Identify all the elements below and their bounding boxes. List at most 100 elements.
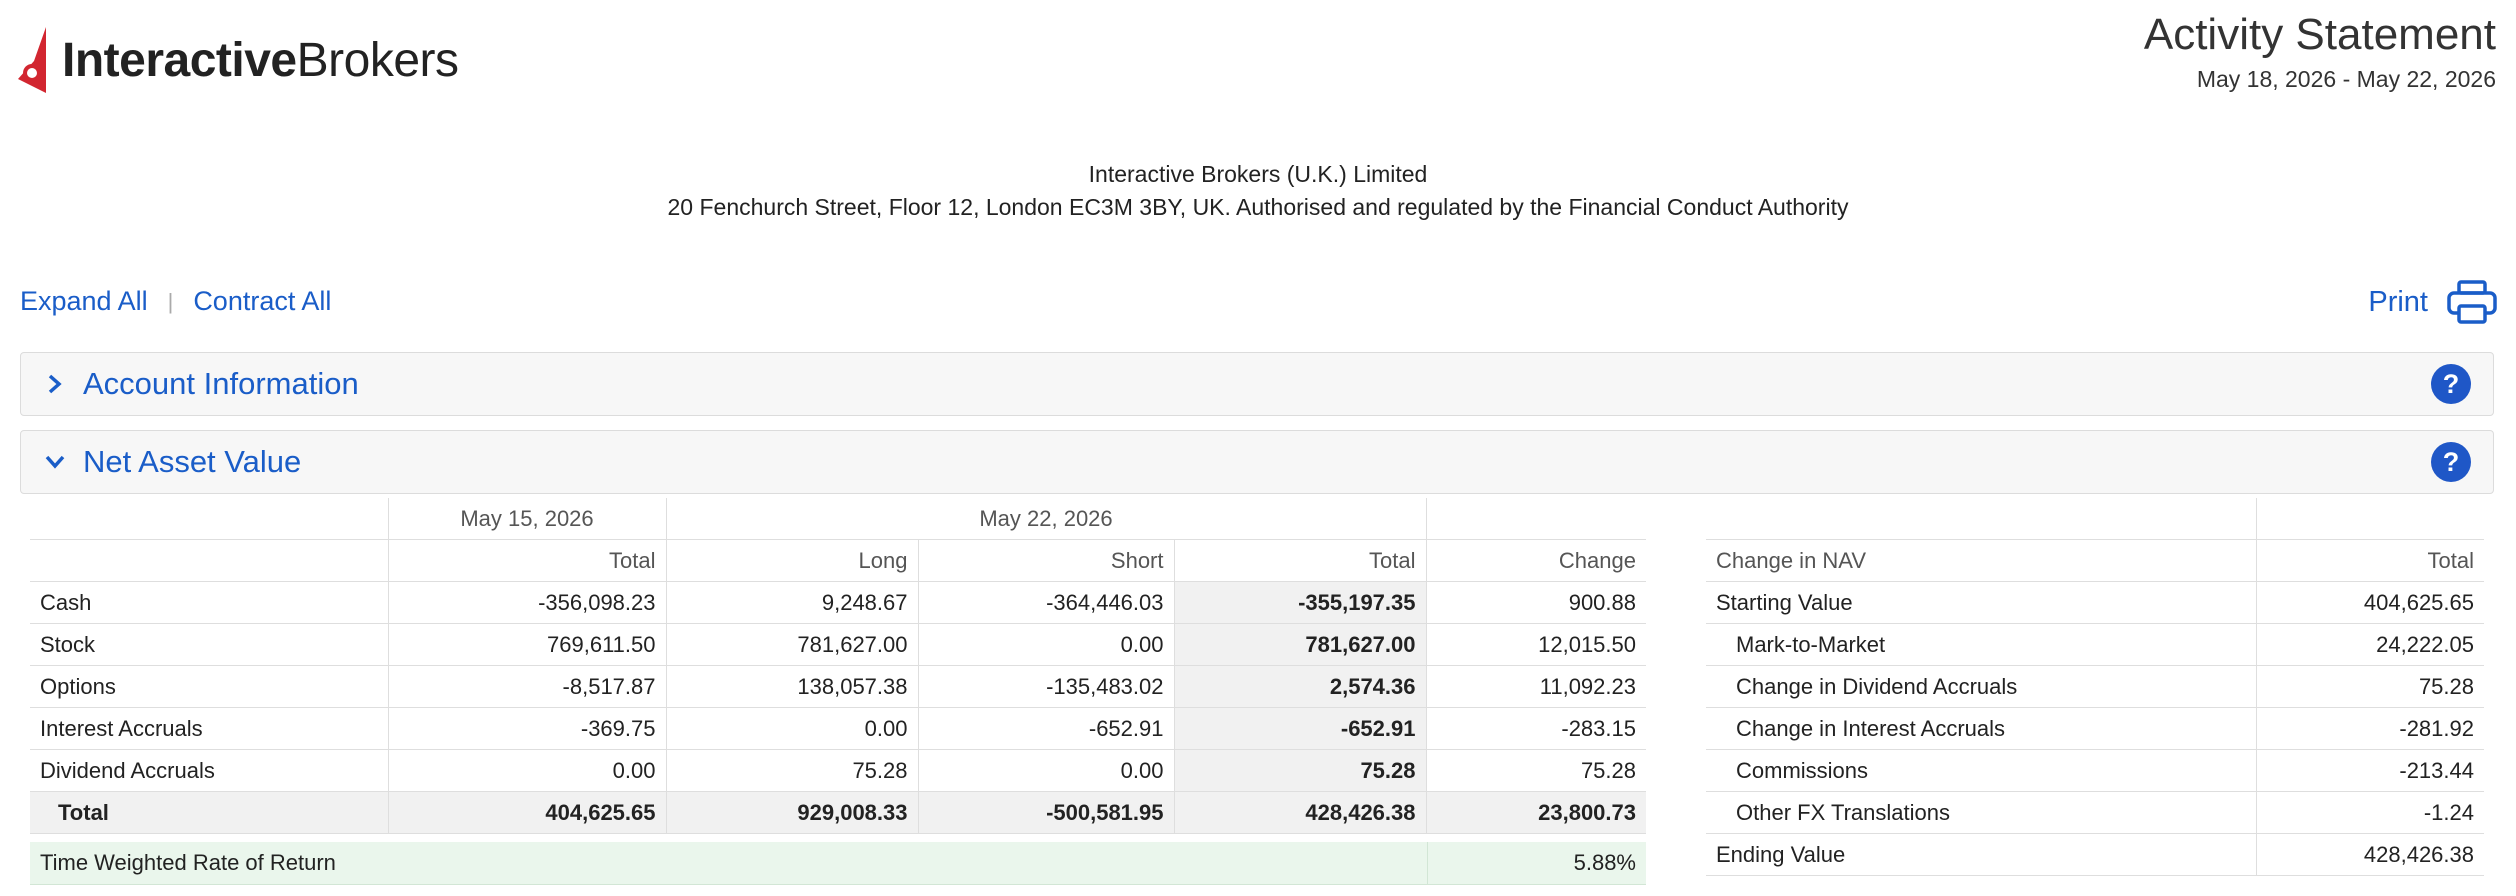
cell-short: 0.00	[917, 749, 1174, 792]
row-label: Mark-to-Market	[1706, 623, 2256, 666]
chevron-down-icon	[43, 450, 67, 474]
col-total: Total	[1173, 539, 1426, 582]
twr-row: Time Weighted Rate of Return 5.88%	[30, 842, 1646, 885]
row-label: Total	[30, 791, 388, 834]
col-change-in-nav: Change in NAV	[1706, 539, 2256, 582]
change-in-nav-table: Change in NAV Total Starting Value 404,6…	[1706, 498, 2484, 876]
row-value: -213.44	[2255, 749, 2484, 792]
account-information-section[interactable]: Account Information ?	[20, 352, 2494, 416]
account-information-title: Account Information	[83, 366, 359, 401]
separator: |	[167, 288, 174, 314]
cell-prev-total: 0.00	[387, 749, 666, 792]
row-value: 404,625.65	[2255, 581, 2484, 624]
statement-dates: May 18, 2026 - May 22, 2026	[2196, 66, 2496, 92]
cell-prev-total: -356,098.23	[387, 581, 666, 624]
cell-short: -135,483.02	[917, 665, 1174, 708]
row-label: Commissions	[1706, 749, 2256, 792]
printer-icon	[2447, 280, 2497, 324]
entity-address: 20 Fenchurch Street, Floor 12, London EC…	[667, 194, 1849, 220]
row-label: Cash	[30, 581, 388, 624]
row-value: 75.28	[2255, 665, 2484, 708]
ib-flame-icon	[18, 27, 46, 93]
row-label: Change in Dividend Accruals	[1706, 665, 2256, 708]
table-row: Starting Value 404,625.65	[1706, 581, 2484, 624]
nav-date-header-row: May 15, 2026 May 22, 2026	[30, 498, 1646, 540]
row-label: Change in Interest Accruals	[1706, 707, 2256, 750]
print-label: Print	[2368, 285, 2428, 318]
col-total: Total	[2255, 539, 2484, 582]
nav-column-header-row: Total Long Short Total Change	[30, 539, 1646, 582]
nav-table: May 15, 2026 May 22, 2026 Total Long Sho…	[30, 498, 1646, 834]
row-label: Ending Value	[1706, 833, 2256, 876]
net-asset-value-title: Net Asset Value	[83, 444, 302, 479]
cell-prev-total: 404,625.65	[387, 791, 666, 834]
table-row: Options -8,517.87 138,057.38 -135,483.02…	[30, 665, 1646, 708]
date-curr-header: May 22, 2026	[665, 498, 1426, 540]
contract-all-link[interactable]: Contract All	[193, 286, 332, 316]
change-nav-header-row: Change in NAV Total	[1706, 539, 2484, 582]
twr-label: Time Weighted Rate of Return	[40, 850, 336, 875]
cell-total: -355,197.35	[1173, 581, 1426, 624]
cell-change: 11,092.23	[1425, 665, 1646, 708]
col-change: Change	[1425, 539, 1646, 582]
table-row: Cash -356,098.23 9,248.67 -364,446.03 -3…	[30, 581, 1646, 624]
cell-prev-total: -369.75	[387, 707, 666, 750]
twr-value: 5.88%	[1427, 842, 1646, 884]
cell-long: 138,057.38	[665, 665, 918, 708]
row-value: -281.92	[2255, 707, 2484, 750]
logo-wordmark: InteractiveBrokers	[62, 33, 459, 87]
net-asset-value-section[interactable]: Net Asset Value ?	[20, 430, 2494, 494]
table-row: Commissions -213.44	[1706, 749, 2484, 792]
row-value: 24,222.05	[2255, 623, 2484, 666]
row-label: Interest Accruals	[30, 707, 388, 750]
help-icon[interactable]: ?	[2431, 442, 2471, 482]
nav-total-row: Total 404,625.65 929,008.33 -500,581.95 …	[30, 791, 1646, 834]
row-label: Dividend Accruals	[30, 749, 388, 792]
cell-total: -652.91	[1173, 707, 1426, 750]
cell-short: -364,446.03	[917, 581, 1174, 624]
cell-long: 929,008.33	[665, 791, 918, 834]
table-row: Other FX Translations -1.24	[1706, 791, 2484, 834]
table-row: Interest Accruals -369.75 0.00 -652.91 -…	[30, 707, 1646, 750]
table-row: Stock 769,611.50 781,627.00 0.00 781,627…	[30, 623, 1646, 666]
print-button[interactable]: Print	[2368, 280, 2498, 324]
col-short: Short	[917, 539, 1174, 582]
table-row: Change in Interest Accruals -281.92	[1706, 707, 2484, 750]
entity-info: Interactive Brokers (U.K.) Limited 20 Fe…	[0, 158, 2516, 224]
cell-short: -652.91	[917, 707, 1174, 750]
cell-short: -500,581.95	[917, 791, 1174, 834]
cell-prev-total: 769,611.50	[387, 623, 666, 666]
expand-controls: Expand All | Contract All	[20, 286, 331, 317]
expand-all-link[interactable]: Expand All	[20, 286, 148, 316]
cell-total: 75.28	[1173, 749, 1426, 792]
row-label: Other FX Translations	[1706, 791, 2256, 834]
cell-long: 0.00	[665, 707, 918, 750]
cell-long: 9,248.67	[665, 581, 918, 624]
ib-logo: InteractiveBrokers	[18, 20, 459, 100]
table-row: Change in Dividend Accruals 75.28	[1706, 665, 2484, 708]
cell-total: 781,627.00	[1173, 623, 1426, 666]
row-label: Starting Value	[1706, 581, 2256, 624]
cell-short: 0.00	[917, 623, 1174, 666]
cell-change: 23,800.73	[1425, 791, 1646, 834]
cell-long: 75.28	[665, 749, 918, 792]
col-long: Long	[665, 539, 918, 582]
row-value: 428,426.38	[2255, 833, 2484, 876]
table-row: Mark-to-Market 24,222.05	[1706, 623, 2484, 666]
table-row: Dividend Accruals 0.00 75.28 0.00 75.28 …	[30, 749, 1646, 792]
row-label: Options	[30, 665, 388, 708]
cell-change: 75.28	[1425, 749, 1646, 792]
cell-change: 12,015.50	[1425, 623, 1646, 666]
row-label: Stock	[30, 623, 388, 666]
row-value: -1.24	[2255, 791, 2484, 834]
date-prev-header: May 15, 2026	[387, 498, 666, 540]
col-prev-total: Total	[387, 539, 666, 582]
cell-change: -283.15	[1425, 707, 1646, 750]
cell-total: 428,426.38	[1173, 791, 1426, 834]
cell-long: 781,627.00	[665, 623, 918, 666]
cell-prev-total: -8,517.87	[387, 665, 666, 708]
statement-title: Activity Statement	[2143, 10, 2496, 59]
help-icon[interactable]: ?	[2431, 364, 2471, 404]
cell-change: 900.88	[1425, 581, 1646, 624]
cell-total: 2,574.36	[1173, 665, 1426, 708]
